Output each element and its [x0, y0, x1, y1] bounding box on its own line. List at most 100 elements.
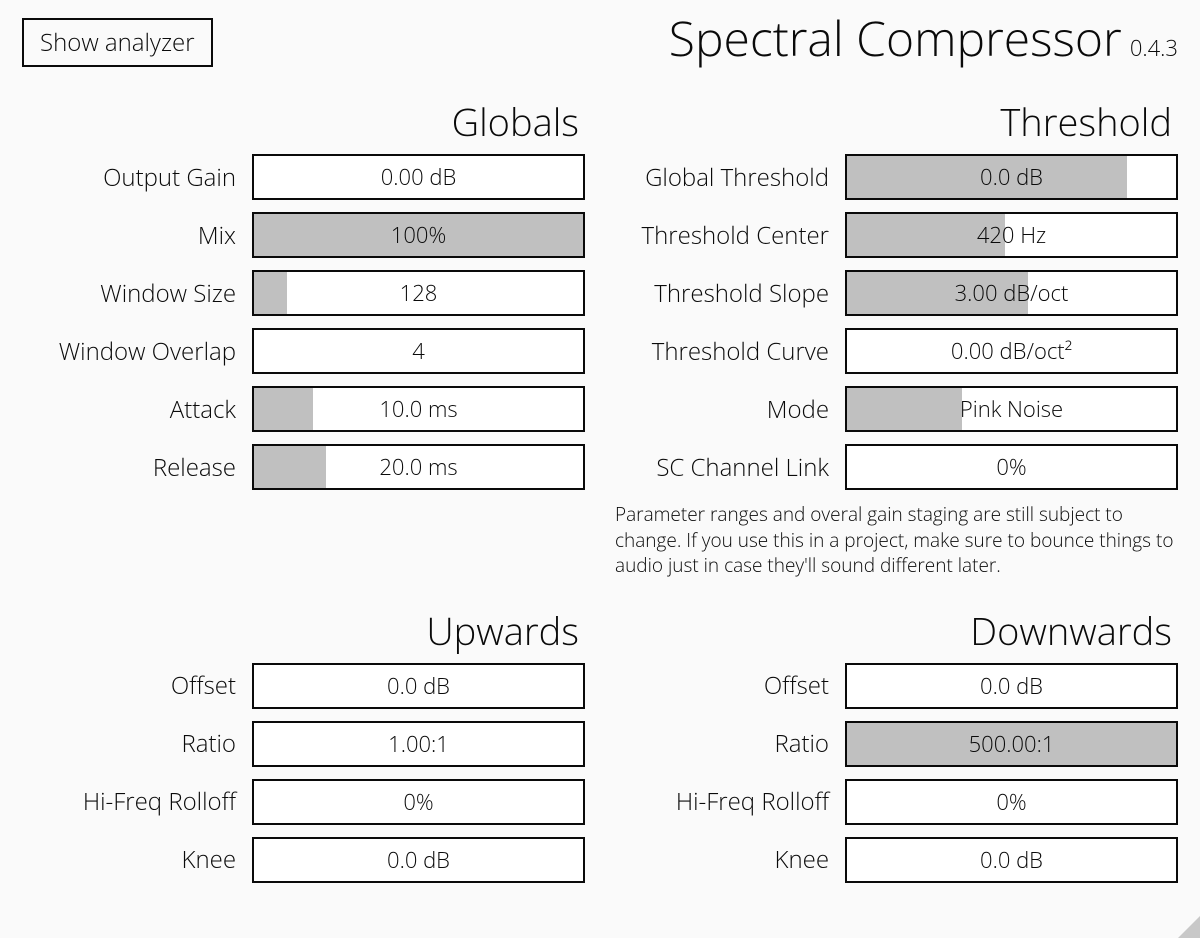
param-label-window-size: Window Size: [22, 277, 252, 310]
param-dn-offset: Offset0.0 dB: [615, 663, 1178, 709]
param-threshold-center: Threshold Center420 Hz: [615, 212, 1178, 258]
param-label-up-knee: Knee: [22, 843, 252, 876]
threshold-note: Parameter ranges and overal gain staging…: [615, 502, 1178, 579]
params-upwards: Offset0.0 dBRatio1.00:1Hi-Freq Rolloff0%…: [22, 663, 585, 883]
param-up-rolloff: Hi-Freq Rolloff0%: [22, 779, 585, 825]
param-value-release: 20.0 ms: [254, 446, 583, 488]
param-label-mode: Mode: [615, 393, 845, 426]
param-slider-sc-channel-link[interactable]: 0%: [845, 444, 1178, 490]
param-label-output-gain: Output Gain: [22, 161, 252, 194]
param-value-up-ratio: 1.00:1: [254, 723, 583, 765]
param-label-sc-channel-link: SC Channel Link: [615, 451, 845, 484]
section-title-threshold: Threshold: [615, 96, 1178, 148]
param-label-window-overlap: Window Overlap: [22, 335, 252, 368]
param-mix: Mix100%: [22, 212, 585, 258]
section-globals: Globals Output Gain0.00 dBMix100%Window …: [22, 96, 585, 579]
param-label-global-threshold: Global Threshold: [615, 161, 845, 194]
param-value-mode: Pink Noise: [847, 388, 1176, 430]
param-slider-dn-offset[interactable]: 0.0 dB: [845, 663, 1178, 709]
param-label-dn-ratio: Ratio: [615, 727, 845, 760]
param-up-offset: Offset0.0 dB: [22, 663, 585, 709]
param-slider-release[interactable]: 20.0 ms: [252, 444, 585, 490]
resize-grip-icon[interactable]: [1178, 916, 1200, 938]
param-slider-up-ratio[interactable]: 1.00:1: [252, 721, 585, 767]
params-globals: Output Gain0.00 dBMix100%Window Size128W…: [22, 154, 585, 490]
param-label-dn-offset: Offset: [615, 669, 845, 702]
param-threshold-curve: Threshold Curve0.00 dB/oct²: [615, 328, 1178, 374]
param-value-threshold-slope: 3.00 dB/oct: [847, 272, 1176, 314]
header: Show analyzer Spectral Compressor 0.4.3: [0, 0, 1200, 70]
param-slider-dn-ratio[interactable]: 500.00:1: [845, 721, 1178, 767]
param-attack: Attack10.0 ms: [22, 386, 585, 432]
param-label-up-ratio: Ratio: [22, 727, 252, 760]
param-label-release: Release: [22, 451, 252, 484]
param-label-threshold-slope: Threshold Slope: [615, 277, 845, 310]
param-window-size: Window Size128: [22, 270, 585, 316]
param-window-overlap: Window Overlap4: [22, 328, 585, 374]
param-global-threshold: Global Threshold0.0 dB: [615, 154, 1178, 200]
param-value-threshold-center: 420 Hz: [847, 214, 1176, 256]
param-slider-attack[interactable]: 10.0 ms: [252, 386, 585, 432]
param-value-dn-ratio: 500.00:1: [847, 723, 1176, 765]
param-slider-up-rolloff[interactable]: 0%: [252, 779, 585, 825]
title-block: Spectral Compressor 0.4.3: [669, 6, 1178, 71]
param-value-global-threshold: 0.0 dB: [847, 156, 1176, 198]
param-slider-threshold-curve[interactable]: 0.00 dB/oct²: [845, 328, 1178, 374]
param-value-window-overlap: 4: [254, 330, 583, 372]
param-output-gain: Output Gain0.00 dB: [22, 154, 585, 200]
section-downwards: Downwards Offset0.0 dBRatio500.00:1Hi-Fr…: [615, 605, 1178, 895]
param-slider-mix[interactable]: 100%: [252, 212, 585, 258]
param-release: Release20.0 ms: [22, 444, 585, 490]
param-slider-global-threshold[interactable]: 0.0 dB: [845, 154, 1178, 200]
param-dn-rolloff: Hi-Freq Rolloff0%: [615, 779, 1178, 825]
params-threshold: Global Threshold0.0 dBThreshold Center42…: [615, 154, 1178, 490]
param-value-up-offset: 0.0 dB: [254, 665, 583, 707]
param-value-up-knee: 0.0 dB: [254, 839, 583, 881]
param-label-threshold-center: Threshold Center: [615, 219, 845, 252]
show-analyzer-button[interactable]: Show analyzer: [22, 18, 213, 67]
param-dn-ratio: Ratio500.00:1: [615, 721, 1178, 767]
param-label-up-offset: Offset: [22, 669, 252, 702]
param-sc-channel-link: SC Channel Link0%: [615, 444, 1178, 490]
param-value-window-size: 128: [254, 272, 583, 314]
section-title-upwards: Upwards: [22, 605, 585, 657]
param-label-dn-knee: Knee: [615, 843, 845, 876]
param-label-up-rolloff: Hi-Freq Rolloff: [22, 785, 252, 818]
param-mode: ModePink Noise: [615, 386, 1178, 432]
param-slider-mode[interactable]: Pink Noise: [845, 386, 1178, 432]
param-threshold-slope: Threshold Slope3.00 dB/oct: [615, 270, 1178, 316]
param-value-attack: 10.0 ms: [254, 388, 583, 430]
param-slider-window-overlap[interactable]: 4: [252, 328, 585, 374]
section-title-globals: Globals: [22, 96, 585, 148]
param-value-dn-knee: 0.0 dB: [847, 839, 1176, 881]
param-value-mix: 100%: [254, 214, 583, 256]
params-downwards: Offset0.0 dBRatio500.00:1Hi-Freq Rolloff…: [615, 663, 1178, 883]
param-slider-window-size[interactable]: 128: [252, 270, 585, 316]
param-slider-threshold-slope[interactable]: 3.00 dB/oct: [845, 270, 1178, 316]
param-slider-threshold-center[interactable]: 420 Hz: [845, 212, 1178, 258]
param-slider-up-knee[interactable]: 0.0 dB: [252, 837, 585, 883]
param-value-up-rolloff: 0%: [254, 781, 583, 823]
param-slider-dn-knee[interactable]: 0.0 dB: [845, 837, 1178, 883]
param-slider-output-gain[interactable]: 0.00 dB: [252, 154, 585, 200]
param-value-sc-channel-link: 0%: [847, 446, 1176, 488]
app-version: 0.4.3: [1130, 33, 1178, 63]
param-up-ratio: Ratio1.00:1: [22, 721, 585, 767]
param-slider-up-offset[interactable]: 0.0 dB: [252, 663, 585, 709]
section-upwards: Upwards Offset0.0 dBRatio1.00:1Hi-Freq R…: [22, 605, 585, 895]
param-slider-dn-rolloff[interactable]: 0%: [845, 779, 1178, 825]
param-value-threshold-curve: 0.00 dB/oct²: [847, 330, 1176, 372]
param-up-knee: Knee0.0 dB: [22, 837, 585, 883]
param-dn-knee: Knee0.0 dB: [615, 837, 1178, 883]
main-grid: Globals Output Gain0.00 dBMix100%Window …: [0, 70, 1200, 895]
section-threshold: Threshold Global Threshold0.0 dBThreshol…: [615, 96, 1178, 579]
param-label-attack: Attack: [22, 393, 252, 426]
app-title: Spectral Compressor: [669, 6, 1122, 71]
param-value-dn-offset: 0.0 dB: [847, 665, 1176, 707]
param-label-mix: Mix: [22, 219, 252, 252]
section-title-downwards: Downwards: [615, 605, 1178, 657]
param-value-output-gain: 0.00 dB: [254, 156, 583, 198]
param-label-threshold-curve: Threshold Curve: [615, 335, 845, 368]
param-label-dn-rolloff: Hi-Freq Rolloff: [615, 785, 845, 818]
param-value-dn-rolloff: 0%: [847, 781, 1176, 823]
